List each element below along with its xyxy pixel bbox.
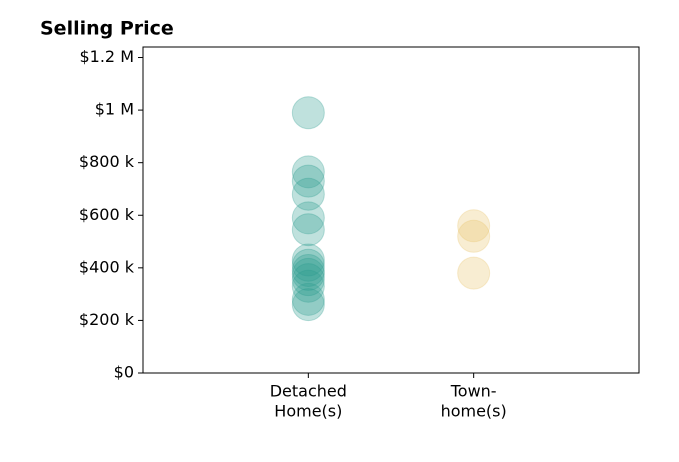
- plot-frame: [142, 46, 640, 374]
- x-tick-label: Detached: [270, 382, 347, 401]
- point: [291, 155, 325, 189]
- point: [457, 256, 491, 290]
- y-tick-label: $1.2 M: [79, 47, 134, 66]
- x-tick-label: home(s): [441, 402, 507, 421]
- point: [291, 177, 325, 211]
- x-tick-label: Home(s): [274, 402, 342, 421]
- point: [291, 282, 325, 316]
- y-tick-label: $0: [114, 363, 134, 382]
- point: [291, 263, 325, 297]
- point: [457, 209, 491, 243]
- x-tick-label: Town-: [450, 382, 497, 401]
- y-tick-label: $400 k: [79, 257, 135, 276]
- y-tick-label: $1 M: [95, 100, 134, 119]
- point: [457, 219, 491, 253]
- chart-title: Selling Price: [40, 18, 174, 40]
- point: [291, 288, 325, 322]
- point: [291, 253, 325, 287]
- point: [291, 164, 325, 198]
- point: [291, 96, 325, 130]
- point: [291, 257, 325, 291]
- point: [291, 248, 325, 282]
- y-tick-label: $600 k: [79, 205, 135, 224]
- point: [291, 269, 325, 303]
- y-tick-label: $800 k: [79, 152, 135, 171]
- point: [291, 243, 325, 277]
- y-tick-label: $200 k: [79, 310, 135, 329]
- point: [291, 213, 325, 247]
- point: [291, 201, 325, 235]
